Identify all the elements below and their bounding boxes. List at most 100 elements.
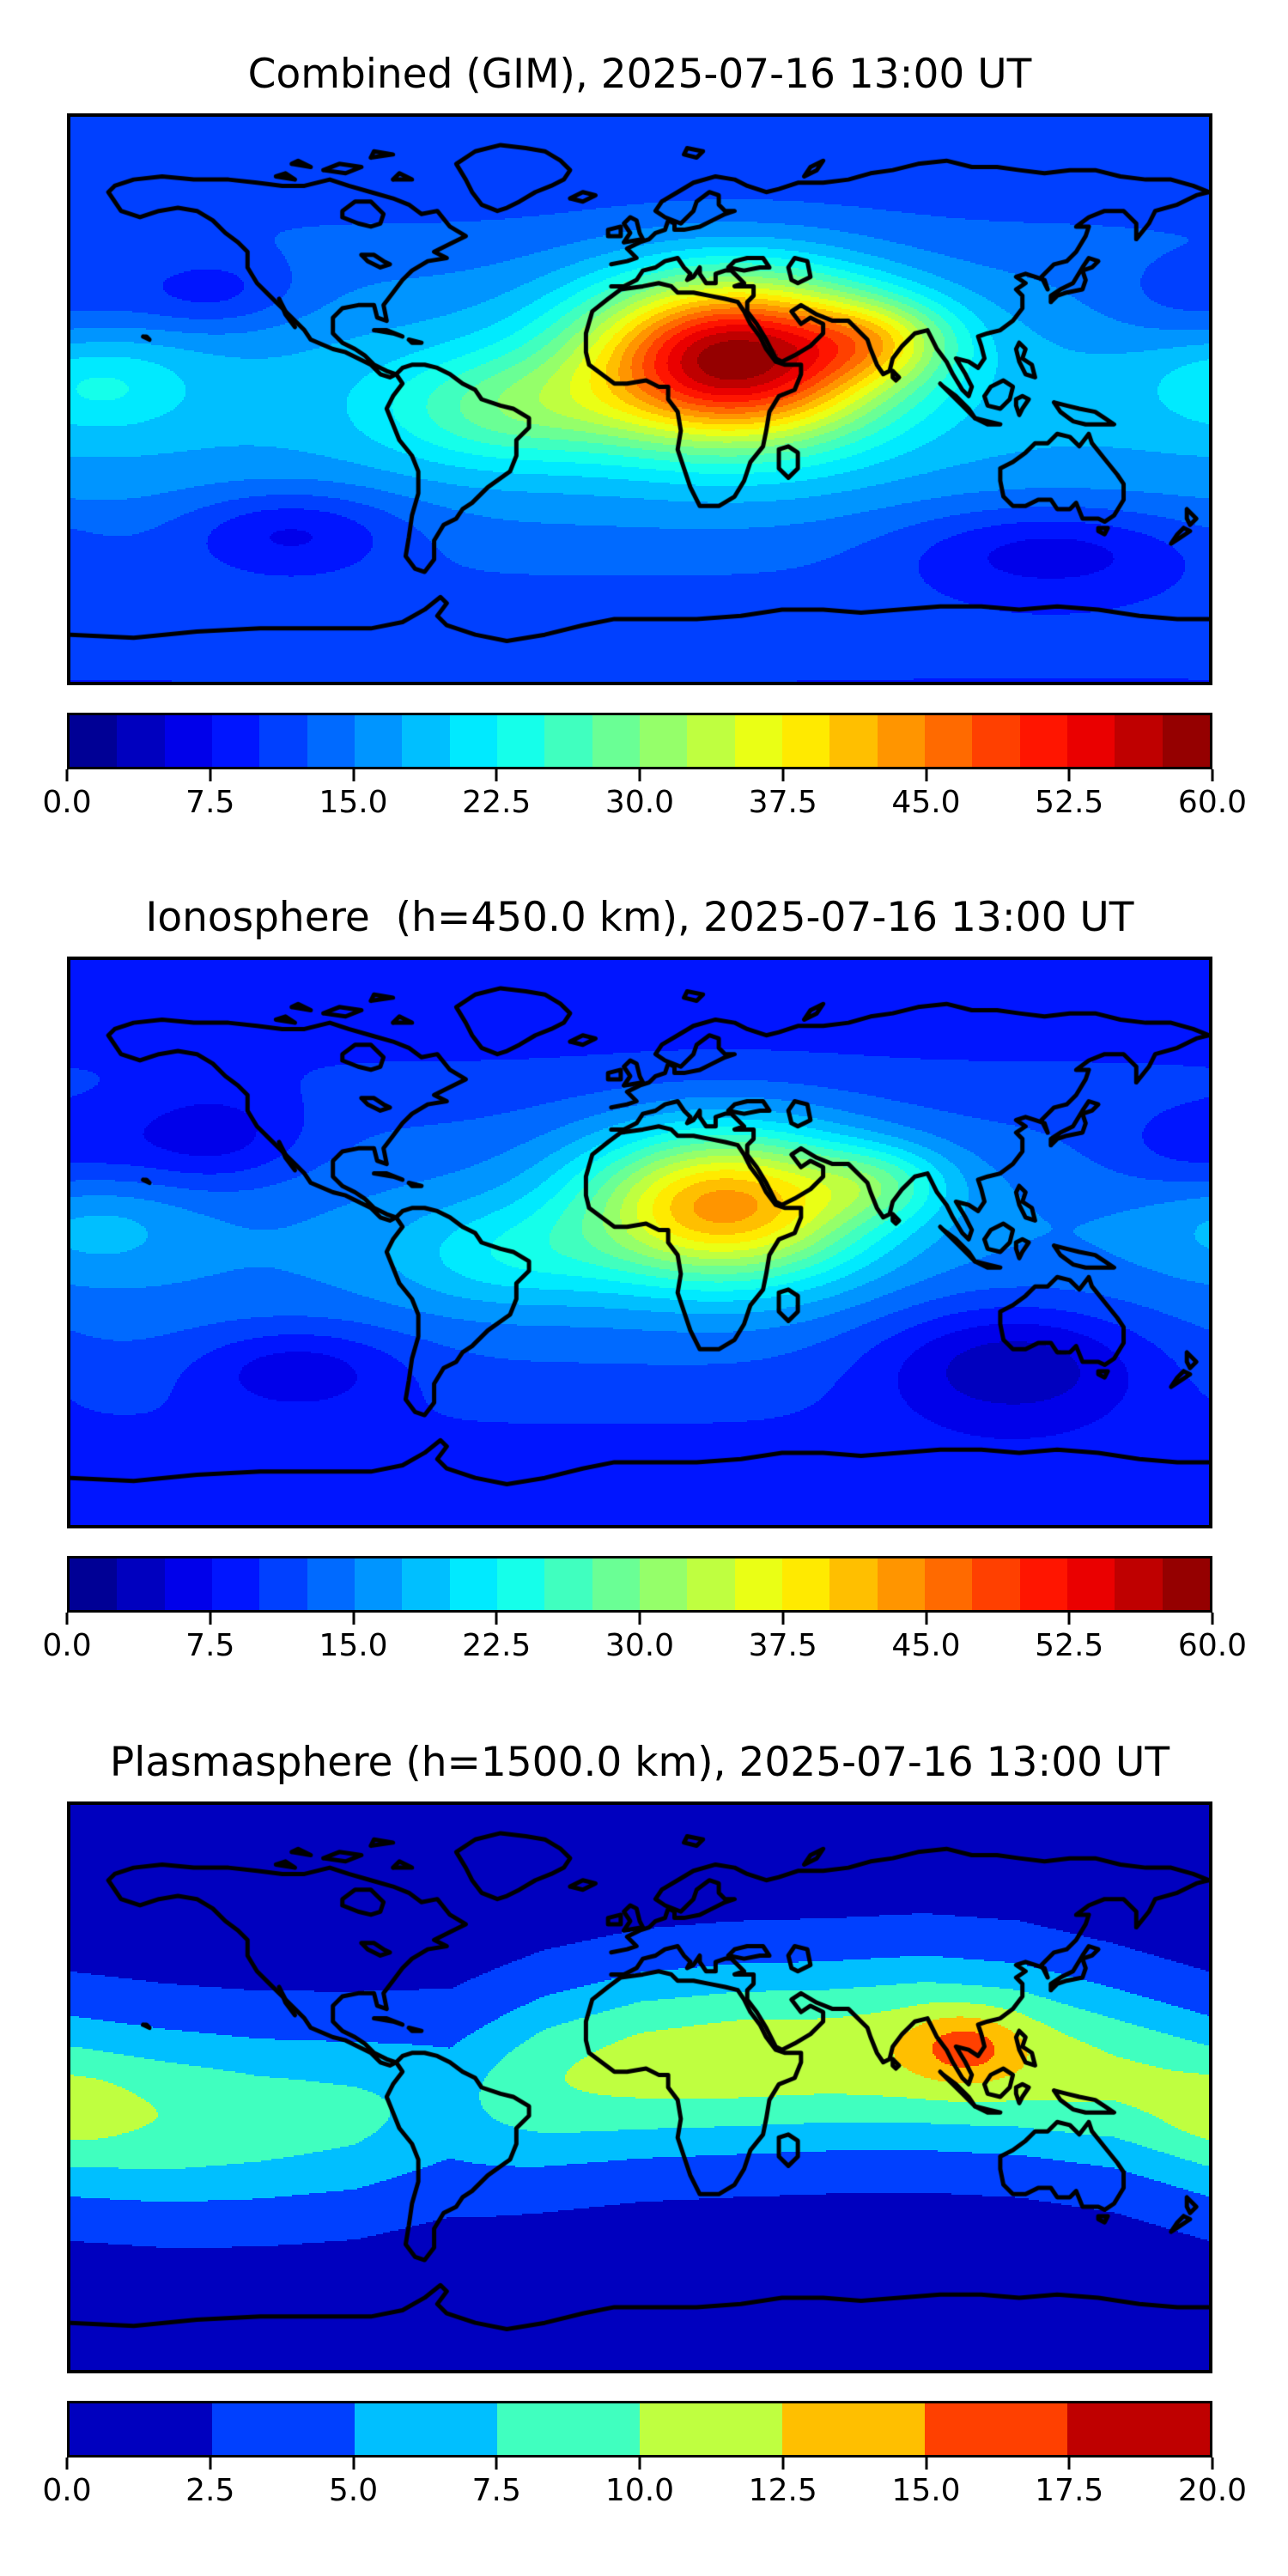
colorbar-segment [307, 1558, 355, 1610]
colorbar-tick [925, 769, 927, 781]
colorbar-segment [782, 2403, 925, 2455]
panel-title: Combined (GIM), 2025-07-16 13:00 UT [247, 51, 1032, 98]
panel-title: Ionosphere (h=450.0 km), 2025-07-16 13:0… [145, 894, 1134, 941]
colorbar-tick [1211, 769, 1214, 781]
coastlines-canvas [70, 960, 1209, 1525]
world-map-plasmasphere [67, 1801, 1212, 2373]
colorbar-tick [1067, 2458, 1071, 2470]
colorbar-segment [449, 715, 497, 767]
colorbar-segment [117, 1558, 165, 1610]
colorbar-tick [638, 769, 641, 781]
colorbar-tick-label: 60.0 [1177, 785, 1248, 820]
colorbar-tick-label: 7.5 [185, 1628, 235, 1663]
colorbar-tick-label: 15.0 [891, 2473, 961, 2508]
colorbar-segment [781, 1558, 830, 1610]
colorbar-tick-label: 52.5 [1035, 1628, 1104, 1663]
colorbar-segment [211, 1558, 260, 1610]
colorbar-tick-label: 2.5 [185, 2473, 235, 2508]
colorbar-segment [829, 1558, 878, 1610]
panel-title: Plasmasphere (h=1500.0 km), 2025-07-16 1… [109, 1739, 1170, 1786]
colorbar-segment [640, 2403, 782, 2455]
colorbar-segment [402, 1558, 450, 1610]
colorbar-tick [352, 2458, 355, 2470]
colorbar-tick [1067, 769, 1071, 781]
colorbar-tick [925, 2458, 927, 2470]
colorbar-tick [1067, 1613, 1071, 1625]
colorbar-tick-label: 0.0 [42, 785, 92, 820]
colorbar-tick [781, 2458, 785, 2470]
colorbar-tick [352, 769, 355, 781]
colorbar-tick-label: 37.5 [748, 785, 817, 820]
colorbar-segment [1019, 1558, 1067, 1610]
colorbar-tick-label: 45.0 [891, 1628, 961, 1663]
colorbar-segment [307, 715, 355, 767]
colorbar-segment [164, 715, 212, 767]
colorbar-segment [734, 715, 782, 767]
colorbar-segment [639, 1558, 688, 1610]
colorbar-tick [209, 2458, 212, 2470]
colorbar-segment [70, 1558, 118, 1610]
colorbar-tick [1211, 2458, 1214, 2470]
colorbar-tick [1211, 1613, 1214, 1625]
colorbar-segments [70, 715, 1210, 767]
colorbar-tick-label: 20.0 [1177, 2473, 1248, 2508]
colorbar-tick-label: 22.5 [462, 785, 532, 820]
colorbar-tick [638, 2458, 641, 2470]
colorbar-tick-label: 22.5 [462, 1628, 532, 1663]
colorbar-segment [212, 2403, 355, 2455]
colorbar-segment [544, 715, 592, 767]
colorbar-segment [592, 1558, 640, 1610]
colorbar-segment [70, 715, 118, 767]
colorbar-segment [924, 1558, 973, 1610]
coastlines-canvas [70, 117, 1209, 682]
colorbar [67, 713, 1212, 769]
colorbar-tick [209, 1613, 212, 1625]
colorbar-segment [1066, 1558, 1115, 1610]
colorbar-segment [592, 715, 640, 767]
colorbar-segment [687, 1558, 735, 1610]
colorbar-tick-label: 5.0 [328, 2473, 379, 2508]
world-map-combined [67, 113, 1212, 685]
colorbar-segment [1162, 1558, 1210, 1610]
colorbar-segment [877, 1558, 925, 1610]
colorbar-segment [925, 2403, 1067, 2455]
colorbar-tick [638, 1613, 641, 1625]
colorbar-segment [496, 1558, 545, 1610]
colorbar-tick [65, 2458, 69, 2470]
colorbar-tick [495, 2458, 498, 2470]
colorbar-segment [924, 715, 973, 767]
colorbar-tick-label: 7.5 [185, 785, 235, 820]
colorbar-tick-label: 12.5 [748, 2473, 817, 2508]
colorbar-tick [352, 1613, 355, 1625]
colorbar-segment [734, 1558, 782, 1610]
colorbar-tick-label: 0.0 [42, 2473, 92, 2508]
world-map-ionosphere [67, 957, 1212, 1528]
colorbar-segment [1066, 715, 1115, 767]
colorbar-segment [117, 715, 165, 767]
colorbar-tick-label: 60.0 [1177, 1628, 1248, 1663]
colorbar-segment [972, 1558, 1020, 1610]
colorbar-tick-label: 37.5 [748, 1628, 817, 1663]
colorbar-segment [829, 715, 878, 767]
colorbar-tick-label: 30.0 [605, 785, 675, 820]
colorbar-segment [639, 715, 688, 767]
colorbar-segment [402, 715, 450, 767]
coastlines-canvas [70, 1805, 1209, 2370]
colorbar-segments [70, 1558, 1210, 1610]
colorbar-segment [972, 715, 1020, 767]
colorbar-segment [877, 715, 925, 767]
colorbar-segment [1019, 715, 1067, 767]
colorbar-segment [1067, 2403, 1210, 2455]
colorbar-tick-label: 45.0 [891, 785, 961, 820]
colorbar [67, 1556, 1212, 1613]
colorbar-tick-label: 17.5 [1035, 2473, 1104, 2508]
colorbar-tick-label: 15.0 [319, 785, 388, 820]
colorbar-tick [495, 769, 498, 781]
colorbar-segment [354, 715, 403, 767]
colorbar-tick-label: 30.0 [605, 1628, 675, 1663]
colorbar-tick-label: 10.0 [605, 2473, 675, 2508]
colorbar [67, 2401, 1212, 2458]
colorbar-tick [781, 769, 785, 781]
colorbar-segment [781, 715, 830, 767]
colorbar-segment [70, 2403, 212, 2455]
